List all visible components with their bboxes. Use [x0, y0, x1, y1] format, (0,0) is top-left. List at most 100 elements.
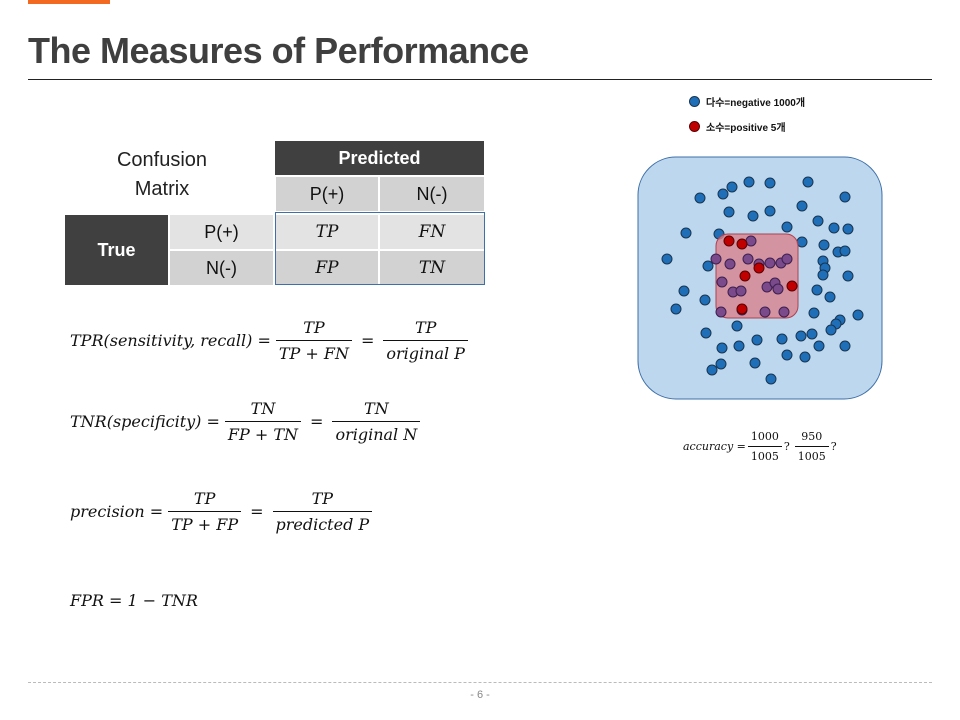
- precision-denominator-2: predicted P: [272, 511, 373, 534]
- cell-fn: FN: [380, 215, 484, 249]
- negative-sample-dot: [818, 239, 830, 251]
- negative-sample-dot: [706, 364, 718, 376]
- accuracy-fraction-1: 1000 1005: [747, 430, 782, 463]
- cell-tn: TN: [380, 251, 484, 285]
- negative-sample-dot: [745, 235, 757, 247]
- predicted-header: Predicted: [275, 141, 484, 175]
- negative-sample-dot: [764, 205, 776, 217]
- positive-sample-dot: [736, 238, 748, 250]
- negative-sample-dot: [796, 236, 808, 248]
- tpr-denominator-2: original P: [383, 340, 468, 363]
- negative-sample-dot: [824, 291, 836, 303]
- negative-sample-dot: [735, 285, 747, 297]
- negative-sample-dot: [825, 324, 837, 336]
- title-accent-bar: [28, 0, 110, 4]
- negative-sample-dot: [811, 284, 823, 296]
- accuracy-lhs: accuracy =: [683, 440, 746, 453]
- accuracy-numerator-2: 950: [801, 430, 823, 443]
- precision-fraction: TP TP + FP: [168, 489, 242, 534]
- page-number: - 6 -: [470, 689, 490, 701]
- negative-sample-dot: [796, 200, 808, 212]
- negative-sample-dot: [799, 351, 811, 363]
- precision-lhs: precision =: [70, 502, 164, 521]
- accuracy-question-1: ?: [783, 440, 790, 453]
- negative-sample-dot: [842, 270, 854, 282]
- negative-sample-dot: [852, 309, 864, 321]
- negative-sample-dot: [726, 181, 738, 193]
- negative-sample-dot: [700, 327, 712, 339]
- true-header: True: [65, 215, 168, 285]
- tnr-numerator: TN: [250, 399, 276, 418]
- negative-sample-dot: [764, 257, 776, 269]
- tpr-lhs: TPR(sensitivity, recall) =: [70, 331, 271, 350]
- accuracy-fraction-2: 950 1005: [794, 430, 829, 463]
- negative-sample-dot: [724, 258, 736, 270]
- negative-sample-dot: [743, 176, 755, 188]
- negative-sample-dot: [839, 245, 851, 257]
- negative-sample-dot: [842, 223, 854, 235]
- legend-positive-label: 소수=positive 5개: [706, 123, 786, 134]
- true-pos-header: P(+): [170, 215, 273, 249]
- slide-title: The Measures of Performance: [28, 30, 529, 71]
- accuracy-denominator-1: 1005: [747, 446, 782, 463]
- true-neg-header: N(-): [170, 251, 273, 285]
- negative-sample-dot: [747, 210, 759, 222]
- precision-fraction-2: TP predicted P: [272, 489, 373, 534]
- negative-sample-dot: [699, 294, 711, 306]
- negative-sample-dot: [781, 253, 793, 265]
- tnr-denominator: FP + TN: [224, 421, 302, 444]
- negative-sample-dot: [828, 222, 840, 234]
- predicted-pos-header: P(+): [276, 177, 378, 211]
- accuracy-numerator-1: 1000: [750, 430, 779, 443]
- negative-sample-dot: [716, 342, 728, 354]
- negative-sample-dot: [749, 357, 761, 369]
- positive-sample-dot: [786, 280, 798, 292]
- negative-sample-dot: [731, 320, 743, 332]
- negative-sample-dot: [839, 340, 851, 352]
- positive-sample-dot: [723, 235, 735, 247]
- negative-sample-dot: [751, 334, 763, 346]
- precision-formula: precision = TP TP + FP = TP predicted P: [70, 489, 377, 534]
- tpr-formula: TPR(sensitivity, recall) = TP TP + FN = T…: [70, 318, 473, 363]
- cell-fp: FP: [276, 251, 378, 285]
- negative-sample-dot: [670, 303, 682, 315]
- negative-sample-dot: [759, 306, 771, 318]
- confusion-label-line1: Confusion: [116, 149, 208, 171]
- negative-sample-dot: [715, 306, 727, 318]
- negative-sample-dot: [772, 283, 784, 295]
- title-underline: [28, 79, 932, 80]
- negative-sample-dot: [717, 188, 729, 200]
- negative-sample-dot: [781, 349, 793, 361]
- tpr-numerator: TP: [303, 318, 325, 337]
- negative-sample-dot: [742, 253, 754, 265]
- tnr-numerator-2: TN: [364, 399, 389, 418]
- negative-sample-dot: [778, 306, 790, 318]
- tpr-denominator: TP + FN: [275, 340, 352, 363]
- tpr-numerator-2: TP: [414, 318, 437, 337]
- precision-denominator: TP + FP: [168, 511, 242, 534]
- tpr-fraction: TP TP + FN: [275, 318, 352, 363]
- precision-numerator-2: TP: [311, 489, 334, 508]
- legend-negative-label: 다수=negative 1000개: [706, 98, 806, 109]
- negative-sample-dot: [812, 215, 824, 227]
- negative-sample-dot: [808, 307, 820, 319]
- legend-positive: 소수=positive 5개: [689, 119, 786, 134]
- accuracy-formula: accuracy = 1000 1005 ? 950 1005 ?: [683, 430, 837, 463]
- tnr-formula: TNR(specificity) = TN FP + TN = TN origina…: [70, 399, 425, 444]
- negative-sample-dot: [733, 340, 745, 352]
- negative-dot-icon: [689, 96, 700, 107]
- tnr-denominator-2: original N: [332, 421, 421, 444]
- prediction-cells-frame: [275, 212, 485, 285]
- negative-sample-dot: [710, 253, 722, 265]
- confusion-matrix-label: Confusion Matrix: [98, 146, 226, 204]
- negative-sample-dot: [716, 276, 728, 288]
- tnr-fraction-2: TN original N: [332, 399, 421, 444]
- confusion-label-line2: Matrix: [134, 178, 190, 200]
- negative-sample-dot: [694, 192, 706, 204]
- legend-negative: 다수=negative 1000개: [689, 94, 805, 109]
- positive-sample-dot: [753, 262, 765, 274]
- negative-sample-dot: [680, 227, 692, 239]
- negative-sample-dot: [715, 358, 727, 370]
- negative-sample-dot: [765, 373, 777, 385]
- negative-sample-dot: [839, 191, 851, 203]
